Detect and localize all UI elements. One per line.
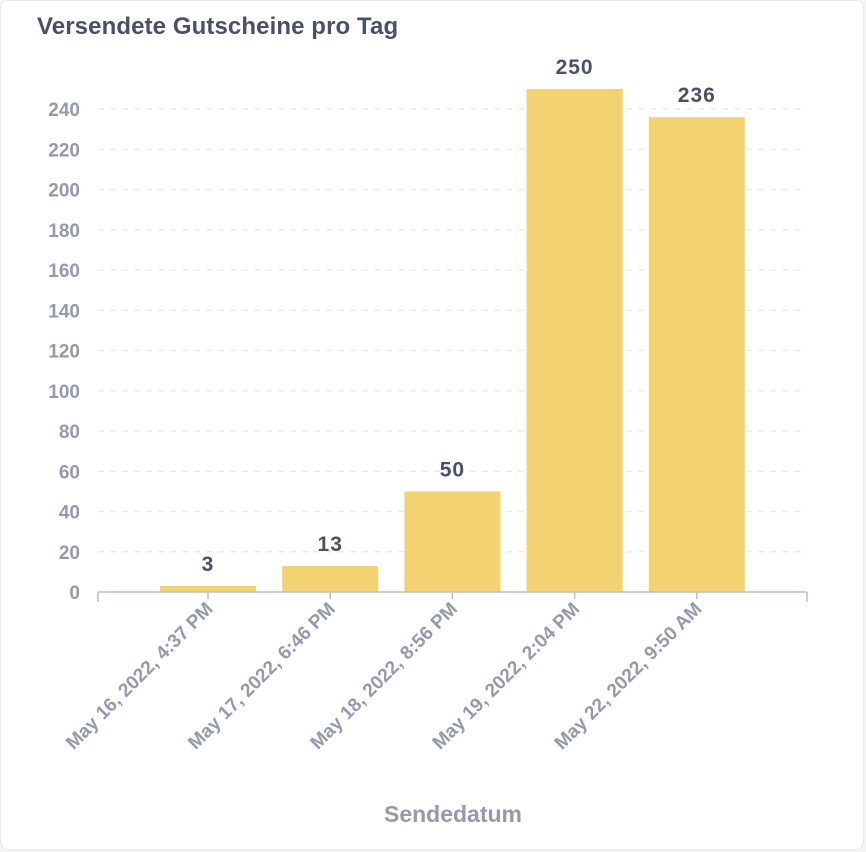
y-tick-label: 0	[69, 583, 80, 604]
data-label: 250	[556, 56, 594, 79]
bar[interactable]	[648, 117, 745, 592]
y-tick-label: 220	[48, 140, 80, 161]
bars	[160, 89, 745, 592]
bar[interactable]	[160, 585, 256, 592]
data-label: 236	[678, 84, 716, 107]
chart-title: Versendete Gutscheine pro Tag	[37, 13, 399, 40]
y-tick-label: 120	[48, 342, 80, 363]
y-tick-label: 140	[48, 301, 80, 322]
y-tick-label: 100	[48, 382, 80, 403]
x-axis-label: Sendedatum	[384, 801, 522, 827]
bar[interactable]	[404, 491, 501, 592]
data-label: 3	[202, 553, 215, 576]
y-tick-label: 240	[48, 100, 80, 121]
data-label: 50	[440, 458, 465, 481]
y-tick-label: 20	[59, 543, 80, 564]
y-tick-label: 200	[48, 181, 80, 202]
y-tick-label: 80	[59, 422, 80, 443]
y-tick-label: 160	[48, 261, 80, 282]
bar[interactable]	[526, 89, 623, 592]
y-tick-label: 40	[59, 503, 80, 524]
data-labels: 3 13 50 250 236	[202, 56, 716, 576]
data-label: 13	[318, 533, 343, 556]
y-axis-ticks: 0 20 40 60 80 100 120 140 160 180 200 220 240	[48, 100, 80, 604]
y-tick-label: 60	[59, 462, 80, 483]
y-tick-label: 180	[48, 221, 80, 242]
bar[interactable]	[282, 565, 379, 592]
